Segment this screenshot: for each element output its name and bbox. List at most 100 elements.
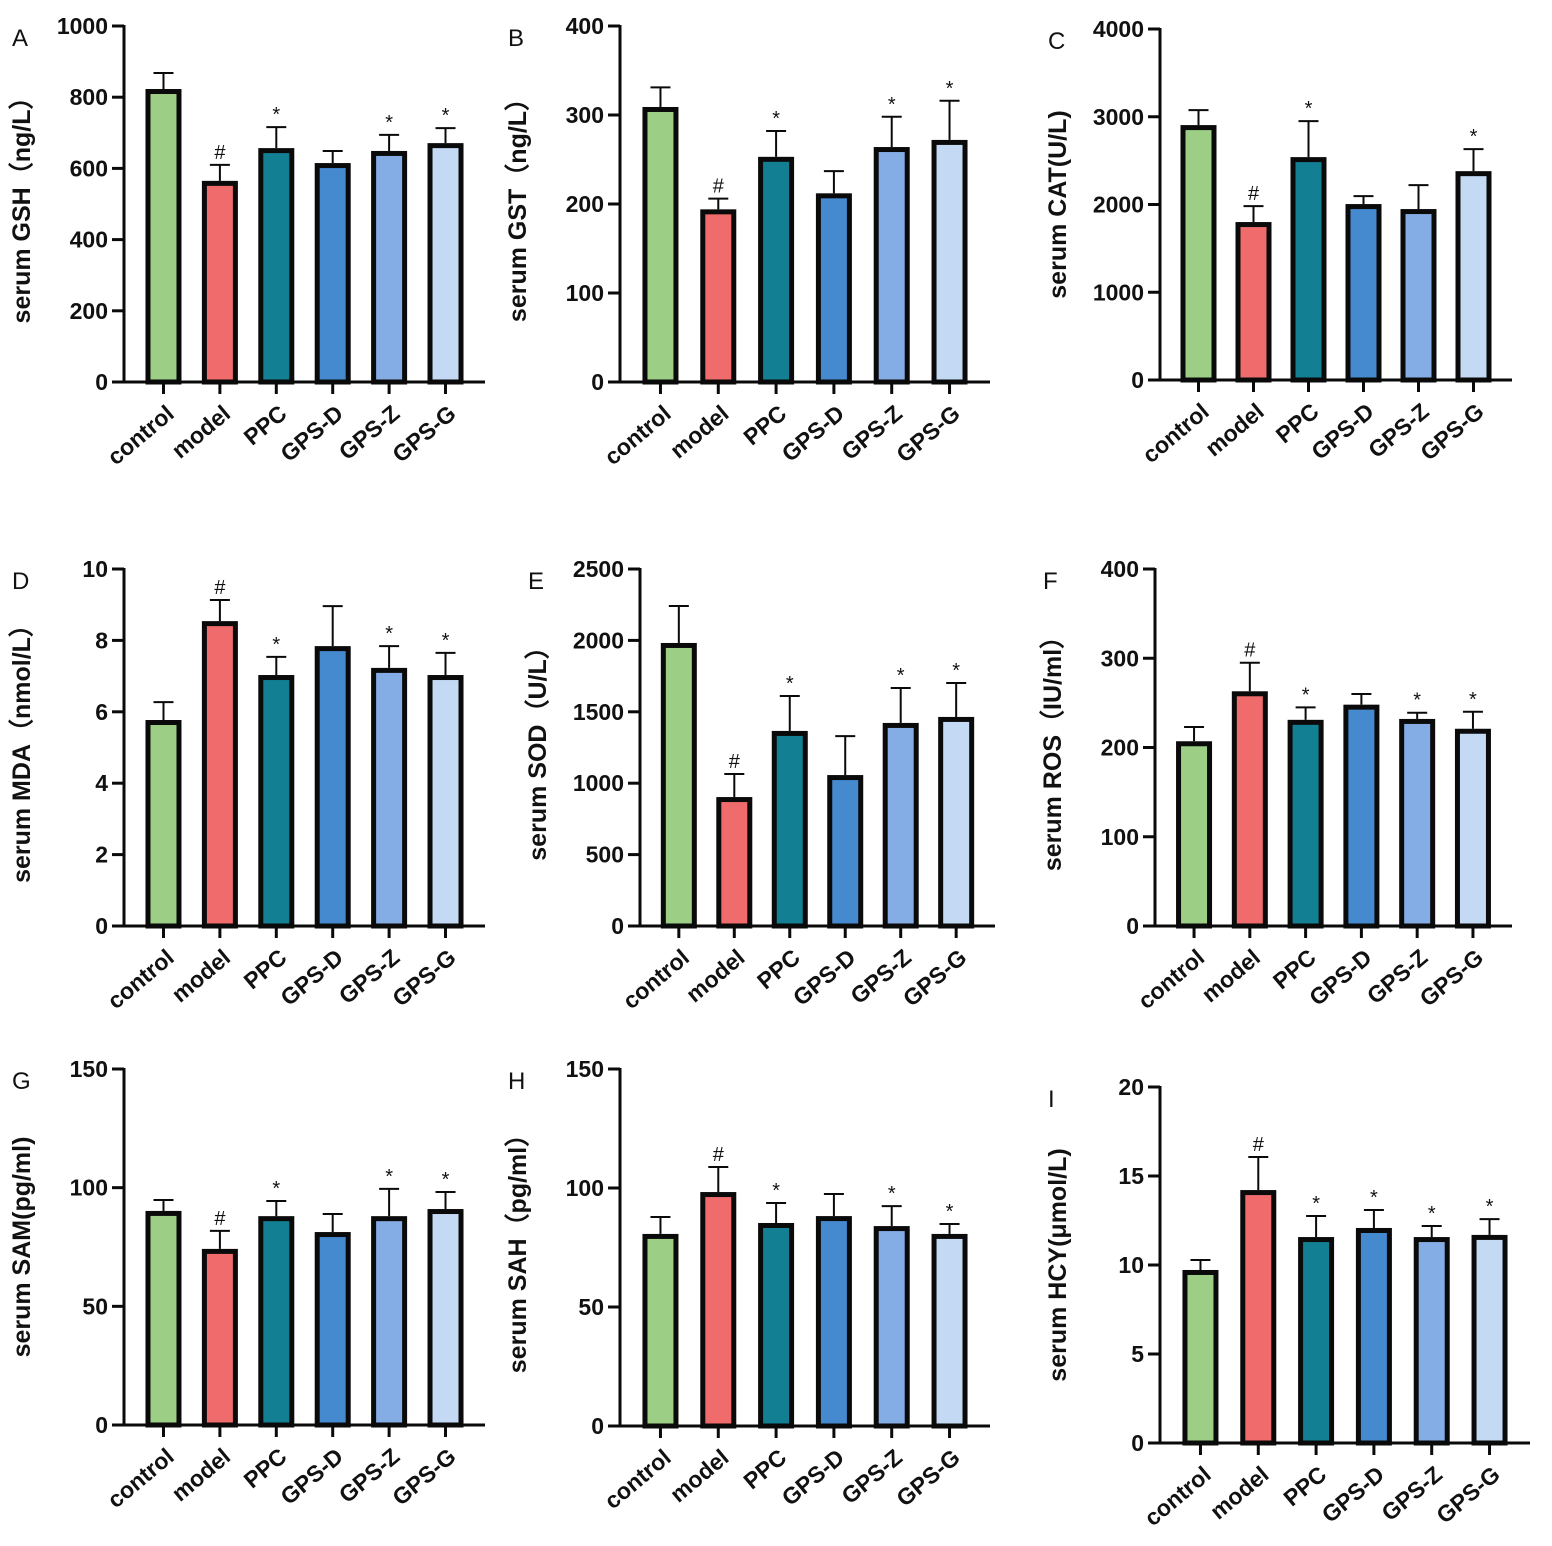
y-axis-label: serum GST（ng/L） — [503, 86, 532, 322]
bar-control — [145, 720, 182, 929]
bar-gps-d — [1345, 204, 1382, 383]
bar-control — [1176, 741, 1213, 929]
significance-marker: * — [272, 1178, 280, 1200]
significance-marker: # — [1248, 183, 1260, 205]
significance-marker: # — [1244, 640, 1256, 662]
y-tick-label: 1000 — [573, 770, 624, 796]
panel-letter: G — [12, 1068, 31, 1095]
significance-marker: * — [272, 104, 280, 126]
panel-letter: A — [12, 25, 28, 52]
y-tick-label: 50 — [578, 1294, 604, 1320]
significance-marker: # — [214, 142, 226, 164]
y-axis-label: serum SOD（U/L） — [523, 634, 552, 860]
x-tick-label: GPS-G — [1415, 398, 1488, 466]
x-tick-label: control — [599, 1444, 675, 1514]
y-tick-label: 1500 — [573, 699, 624, 725]
y-tick-label: 1000 — [57, 13, 108, 39]
y-tick-label: 200 — [1101, 735, 1139, 761]
bar-gps-g — [931, 1233, 968, 1429]
bar-control — [1180, 125, 1217, 383]
bar-model — [700, 1192, 737, 1429]
x-tick-label: GPS-D — [788, 944, 861, 1011]
y-tick-label: 800 — [70, 84, 108, 110]
bar-gps-d — [815, 1216, 852, 1429]
bar-ppc — [258, 1216, 295, 1428]
x-tick-label: GPS-G — [1431, 1461, 1504, 1529]
bar-gps-d — [1343, 704, 1380, 929]
y-tick-label: 2 — [95, 842, 108, 868]
y-tick-label: 200 — [70, 298, 108, 324]
panel-letter: C — [1048, 28, 1065, 55]
bar-gps-z — [882, 722, 919, 929]
significance-marker: * — [1413, 690, 1421, 712]
y-tick-label: 6 — [95, 699, 108, 725]
bar-gps-z — [371, 150, 408, 385]
x-tick-label: GPS-D — [275, 400, 348, 467]
significance-marker: * — [1305, 98, 1313, 120]
significance-marker: * — [1470, 126, 1478, 148]
x-tick-label: model — [665, 1444, 734, 1507]
x-tick-label: GPS-G — [1415, 944, 1488, 1012]
y-tick-label: 20 — [1118, 1074, 1144, 1100]
bar-gps-d — [815, 193, 852, 385]
y-axis-label: serum ROS（IU/ml） — [1038, 624, 1067, 871]
significance-marker: * — [888, 94, 896, 116]
x-tick-label: GPS-D — [1306, 398, 1379, 465]
bar-model — [201, 180, 238, 385]
bar-ppc — [1287, 719, 1324, 929]
bar-gps-g — [427, 143, 464, 385]
significance-marker: * — [1370, 1187, 1378, 1209]
bar-control — [145, 89, 182, 385]
x-tick-label: control — [599, 400, 675, 470]
x-tick-label: GPS-Z — [836, 1444, 907, 1509]
x-tick-label: GPS-D — [275, 1443, 348, 1510]
bar-gps-g — [1471, 1234, 1508, 1446]
bar-model — [716, 797, 753, 929]
bar-gps-g — [931, 139, 968, 385]
x-tick-label: model — [1196, 944, 1265, 1007]
significance-marker: * — [442, 1169, 450, 1191]
significance-marker: * — [1302, 684, 1310, 706]
bar-gps-g — [427, 1209, 464, 1428]
y-tick-label: 10 — [82, 556, 108, 582]
bar-gps-d — [827, 775, 864, 929]
significance-marker: * — [888, 1183, 896, 1205]
y-tick-label: 100 — [566, 280, 604, 306]
significance-marker: * — [385, 1166, 393, 1188]
x-tick-label: control — [102, 1443, 178, 1513]
y-tick-label: 400 — [70, 227, 108, 253]
bar-ppc — [258, 675, 295, 929]
x-tick-label: GPS-D — [275, 944, 348, 1011]
x-tick-label: model — [1205, 1461, 1274, 1524]
panel-letter: F — [1043, 568, 1058, 595]
bar-gps-z — [1413, 1237, 1450, 1446]
bar-gps-z — [873, 1226, 910, 1429]
y-tick-label: 0 — [95, 369, 108, 395]
x-tick-label: control — [618, 944, 694, 1014]
bar-model — [201, 1248, 238, 1428]
x-tick-label: control — [1139, 1461, 1215, 1531]
y-tick-label: 150 — [566, 1056, 604, 1082]
x-tick-label: control — [102, 400, 178, 470]
bar-gps-z — [1400, 209, 1437, 383]
significance-marker: * — [897, 665, 905, 687]
bar-control — [660, 642, 697, 929]
bar-ppc — [1298, 1237, 1335, 1446]
significance-marker: * — [442, 630, 450, 652]
x-tick-label: GPS-Z — [1376, 1461, 1447, 1526]
bar-gps-z — [873, 147, 910, 385]
y-tick-label: 0 — [1126, 913, 1139, 939]
bar-gps-d — [1355, 1227, 1392, 1446]
y-tick-label: 4000 — [1093, 16, 1144, 42]
bar-model — [1231, 691, 1268, 929]
panel-letter: I — [1048, 1086, 1055, 1113]
significance-marker: * — [1469, 689, 1477, 711]
bar-gps-g — [427, 675, 464, 929]
bar-gps-g — [938, 716, 975, 929]
bar-control — [1182, 1269, 1219, 1446]
y-axis-label: serum CAT(U/L) — [1044, 110, 1072, 298]
